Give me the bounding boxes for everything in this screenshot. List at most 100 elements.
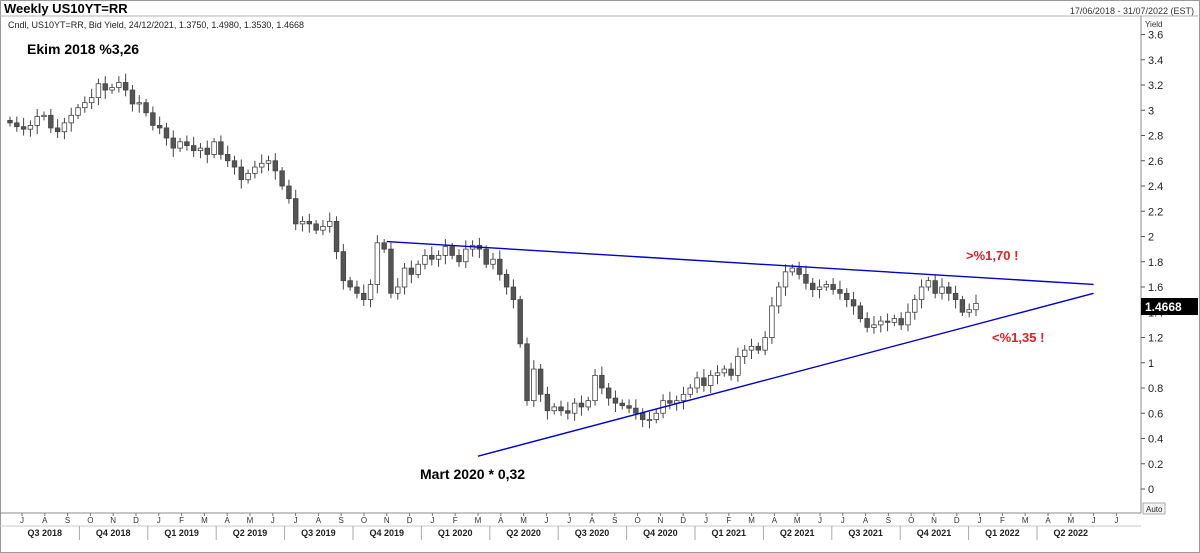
candle-body	[748, 345, 755, 351]
y-axis: 3.63.43.232.82.62.42.221.81.61.41.210.80…	[1141, 30, 1163, 496]
candle-body	[952, 292, 959, 301]
x-month-label: J	[704, 516, 708, 525]
candle-body	[803, 273, 809, 284]
candle-body	[272, 160, 279, 172]
candle-body	[742, 349, 748, 357]
candle-body	[333, 220, 340, 253]
candle-body	[211, 141, 217, 155]
candle-body	[327, 220, 333, 227]
candle-body	[347, 280, 353, 288]
x-quarter-label: Q4 2019	[370, 528, 405, 538]
date-range: 17/06/2018 - 31/07/2022 (EST)	[1069, 6, 1194, 16]
candle-body	[102, 83, 108, 91]
candle-body	[946, 286, 952, 294]
x-month-label: S	[65, 516, 70, 525]
x-quarter-label: Q3 2019	[301, 528, 336, 538]
candle-body	[776, 286, 782, 307]
candle-body	[415, 263, 421, 275]
x-month-label: J	[1092, 516, 1096, 525]
scale-mode-button[interactable]	[1142, 502, 1166, 515]
x-month-label: O	[361, 516, 367, 525]
candle-body	[306, 220, 313, 225]
candle-body	[531, 368, 537, 402]
candle-body	[592, 374, 598, 402]
candle-body	[796, 267, 802, 275]
candle-body	[714, 372, 721, 376]
y-tick-label: 3.4	[1148, 55, 1163, 67]
x-month-label: O	[87, 516, 93, 525]
y-tick-label: 0.6	[1148, 408, 1163, 420]
x-quarter-label: Q2 2021	[780, 528, 815, 538]
candle-body	[109, 87, 115, 91]
candle-body	[687, 387, 693, 395]
x-month-label: M	[748, 516, 755, 525]
candle-body	[61, 122, 68, 133]
candle-body	[571, 402, 578, 414]
candle-body	[891, 318, 898, 323]
candle-body	[966, 309, 972, 313]
candle-body	[667, 400, 673, 404]
candle-body	[27, 125, 34, 130]
y-tick-label: 0	[1148, 484, 1154, 496]
candle-body	[639, 412, 646, 420]
candle-body	[898, 318, 904, 326]
chart-title: Weekly US10YT=RR	[4, 1, 128, 16]
x-month-label: O	[634, 516, 640, 525]
candle-body	[34, 116, 40, 126]
x-month-label: N	[931, 516, 937, 525]
candle-body	[871, 324, 877, 328]
candle-body	[932, 280, 938, 294]
x-month-label: M	[201, 516, 208, 525]
candle-body	[551, 406, 557, 412]
candle-body	[279, 170, 285, 187]
annotation-lower-target: <%1,35 !	[992, 330, 1045, 345]
candle-body	[510, 286, 517, 301]
candle-body	[483, 248, 489, 265]
candle-body	[68, 114, 74, 124]
candle-body	[265, 160, 272, 164]
candle-body	[939, 286, 945, 294]
x-month-label: D	[954, 516, 960, 525]
candle-body	[143, 102, 149, 114]
x-month-label: M	[520, 516, 527, 525]
x-month-label: A	[772, 516, 778, 525]
candle-body	[517, 299, 523, 345]
candle-body	[680, 393, 687, 402]
candle-body	[286, 185, 292, 200]
candle-body	[41, 114, 47, 117]
candle-body	[810, 282, 816, 290]
candle-body	[497, 258, 503, 275]
candle-body	[401, 267, 408, 288]
candle-body	[122, 82, 129, 91]
y-tick-label: 2.6	[1148, 156, 1163, 168]
x-month-label: S	[886, 516, 891, 525]
candle-body	[537, 368, 544, 395]
candle-body	[789, 267, 796, 273]
candle-body	[585, 400, 591, 408]
candle-body	[88, 97, 95, 104]
candle-body	[395, 286, 401, 294]
candle-body	[204, 147, 210, 155]
candle-body	[408, 267, 415, 275]
y-tick-label: 0.8	[1148, 383, 1163, 395]
candle-body	[170, 137, 176, 149]
y-tick-label: 3.6	[1148, 30, 1163, 42]
x-quarter-label: Q1 2019	[164, 528, 199, 538]
x-month-label: A	[1045, 516, 1051, 525]
lower-trendline	[477, 292, 1094, 457]
candle-body	[918, 286, 925, 301]
candle-body	[721, 368, 727, 374]
x-month-label: O	[908, 516, 914, 525]
candle-body	[95, 83, 102, 99]
candle-body	[422, 255, 428, 265]
candle-body	[245, 172, 251, 181]
candle-body	[884, 320, 891, 323]
y-tick-label: 1.6	[1148, 282, 1163, 294]
annotation-oct-2018: Ekim 2018 %3,26	[27, 41, 140, 57]
y-tick-label: 2.2	[1148, 206, 1163, 218]
candle-body	[973, 303, 979, 311]
candle-body	[544, 393, 551, 412]
candles	[7, 73, 979, 429]
x-month-label: J	[157, 516, 161, 525]
candle-body	[116, 82, 122, 88]
